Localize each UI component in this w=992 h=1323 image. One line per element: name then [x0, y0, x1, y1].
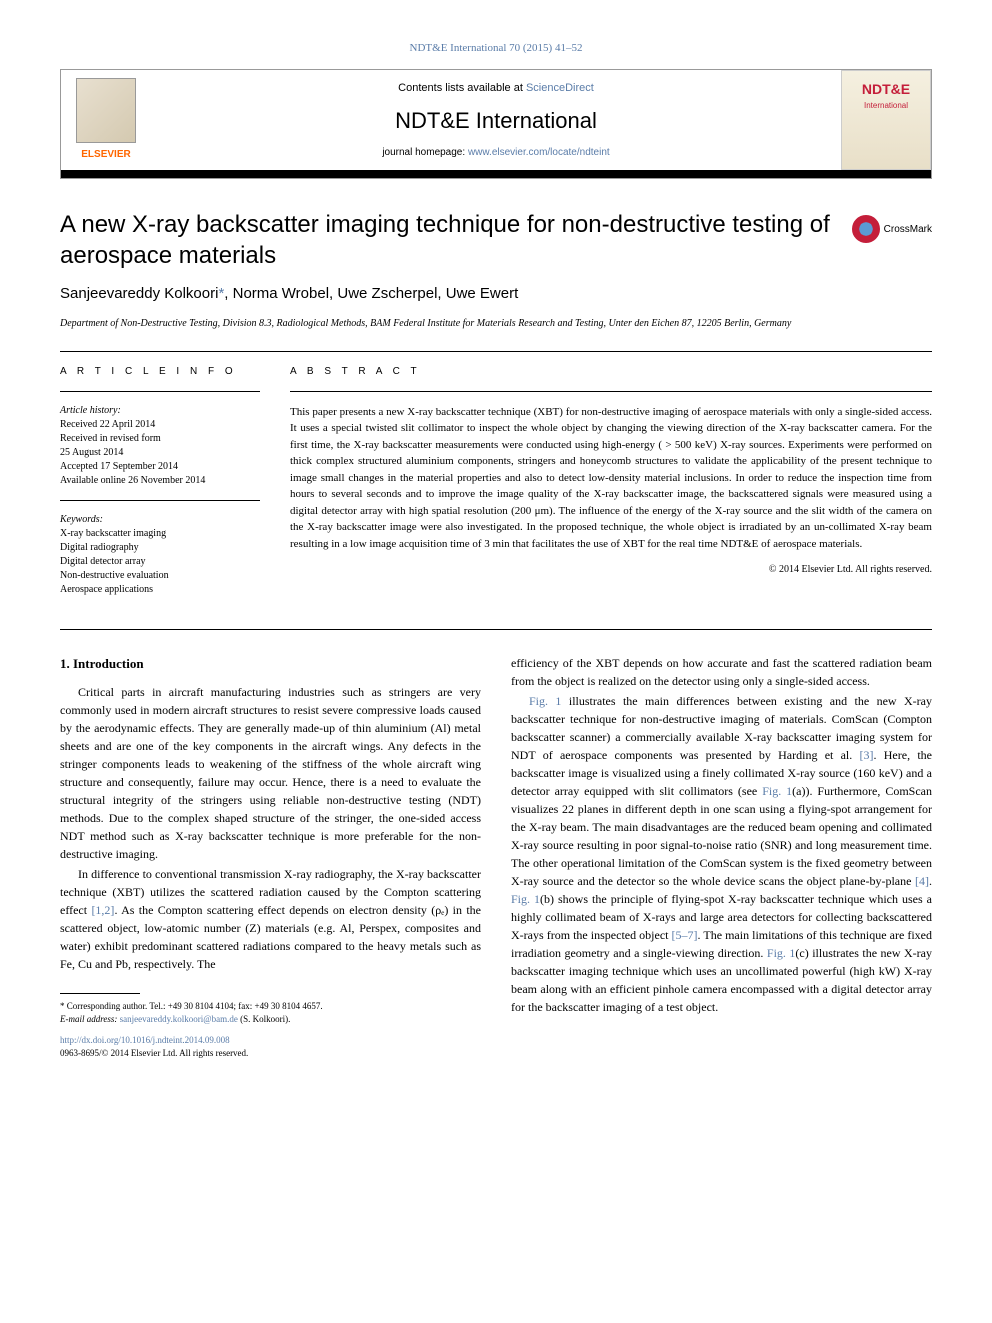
left-column: 1. Introduction Critical parts in aircra…	[60, 654, 481, 1061]
keyword: Aerospace applications	[60, 583, 260, 597]
divider	[290, 391, 932, 392]
crossmark-label: CrossMark	[884, 222, 932, 237]
issn-copyright: 0963-8695/© 2014 Elsevier Ltd. All right…	[60, 1047, 481, 1061]
right-column: efficiency of the XBT depends on how acc…	[511, 654, 932, 1061]
para-text: .	[929, 874, 932, 888]
citation-link[interactable]: [1,2]	[91, 903, 114, 917]
cover-subtitle: International	[864, 100, 908, 112]
divider	[60, 351, 932, 352]
homepage-text: journal homepage:	[382, 147, 468, 158]
keywords-block: Keywords: X-ray backscatter imaging Digi…	[60, 513, 260, 597]
cover-title: NDT&E	[862, 79, 910, 100]
contents-available-line: Contents lists available at ScienceDirec…	[161, 80, 831, 97]
figure-link[interactable]: Fig. 1	[762, 784, 792, 798]
affiliation: Department of Non-Destructive Testing, D…	[60, 316, 932, 331]
para-text: (a)). Furthermore, ComScan visualizes 22…	[511, 784, 932, 888]
footnote-divider	[60, 993, 140, 994]
email-who: (S. Kolkoori).	[238, 1014, 291, 1024]
citation-link[interactable]: [5–7]	[672, 928, 698, 942]
authors-rest: , Norma Wrobel, Uwe Zscherpel, Uwe Ewert	[224, 285, 518, 302]
homepage-line: journal homepage: www.elsevier.com/locat…	[161, 145, 831, 160]
journal-name: NDT&E International	[161, 104, 831, 137]
article-info-label: A R T I C L E I N F O	[60, 364, 260, 379]
history-accepted: Accepted 17 September 2014	[60, 460, 260, 474]
divider	[60, 500, 260, 501]
citation-link[interactable]: [3]	[860, 748, 874, 762]
history-revised-date: 25 August 2014	[60, 446, 260, 460]
figure-link[interactable]: Fig. 1	[511, 892, 540, 906]
elsevier-logo: ELSEVIER	[61, 70, 151, 170]
homepage-link[interactable]: www.elsevier.com/locate/ndteint	[468, 147, 610, 158]
author-corresponding: Sanjeevareddy Kolkoori	[60, 285, 218, 302]
abstract-text: This paper presents a new X-ray backscat…	[290, 404, 932, 553]
crossmark-badge[interactable]: CrossMark	[852, 215, 932, 243]
keyword: Digital radiography	[60, 541, 260, 555]
keyword: X-ray backscatter imaging	[60, 527, 260, 541]
keyword: Digital detector array	[60, 555, 260, 569]
figure-link[interactable]: Fig. 1	[767, 946, 796, 960]
authors-line: Sanjeevareddy Kolkoori*, Norma Wrobel, U…	[60, 283, 932, 306]
figure-link[interactable]: Fig. 1	[529, 694, 561, 708]
divider	[60, 391, 260, 392]
doi-link[interactable]: http://dx.doi.org/10.1016/j.ndteint.2014…	[60, 1034, 481, 1048]
header-bar: ELSEVIER Contents lists available at Sci…	[60, 69, 932, 180]
col2-paragraph-2: Fig. 1 illustrates the main differences …	[511, 692, 932, 1016]
history-online: Available online 26 November 2014	[60, 474, 260, 488]
keywords-heading: Keywords:	[60, 513, 260, 527]
crossmark-icon	[852, 215, 880, 243]
journal-reference: NDT&E International 70 (2015) 41–52	[60, 40, 932, 57]
history-received: Received 22 April 2014	[60, 418, 260, 432]
journal-cover-thumbnail: NDT&E International	[841, 70, 931, 170]
abstract-label: A B S T R A C T	[290, 364, 932, 379]
elsevier-tree-icon	[76, 78, 136, 143]
sciencedirect-link[interactable]: ScienceDirect	[526, 82, 594, 94]
divider	[60, 629, 932, 630]
col2-paragraph-1: efficiency of the XBT depends on how acc…	[511, 654, 932, 690]
para-text: . As the Compton scattering effect depen…	[60, 903, 481, 971]
doi-block: http://dx.doi.org/10.1016/j.ndteint.2014…	[60, 1034, 481, 1061]
intro-paragraph-1: Critical parts in aircraft manufacturing…	[60, 683, 481, 863]
article-history: Article history: Received 22 April 2014 …	[60, 404, 260, 488]
header-black-bar	[61, 170, 931, 178]
contents-text: Contents lists available at	[398, 82, 526, 94]
history-heading: Article history:	[60, 404, 260, 418]
email-link[interactable]: sanjeevareddy.kolkoori@bam.de	[120, 1014, 238, 1024]
email-label: E-mail address:	[60, 1014, 120, 1024]
email-footnote: E-mail address: sanjeevareddy.kolkoori@b…	[60, 1013, 481, 1026]
corresponding-footnote: * Corresponding author. Tel.: +49 30 810…	[60, 1000, 481, 1013]
article-title: A new X-ray backscatter imaging techniqu…	[60, 209, 832, 271]
history-revised: Received in revised form	[60, 432, 260, 446]
keyword: Non-destructive evaluation	[60, 569, 260, 583]
intro-heading: 1. Introduction	[60, 654, 481, 674]
citation-link[interactable]: [4]	[915, 874, 929, 888]
copyright-line: © 2014 Elsevier Ltd. All rights reserved…	[290, 562, 932, 577]
elsevier-label: ELSEVIER	[81, 147, 130, 162]
intro-paragraph-2: In difference to conventional transmissi…	[60, 865, 481, 973]
